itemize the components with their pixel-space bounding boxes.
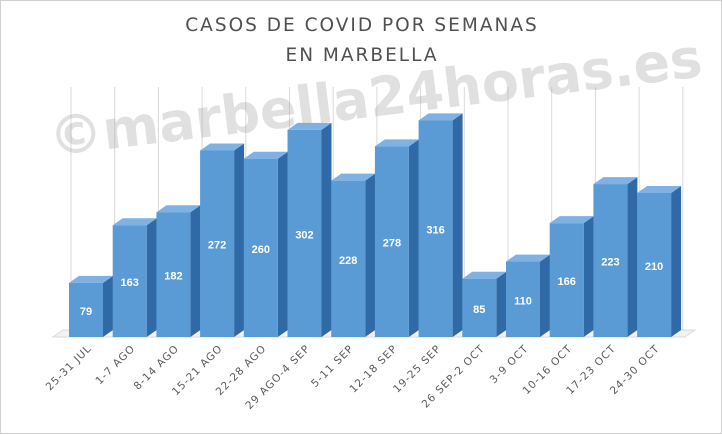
bar-front bbox=[331, 180, 366, 337]
bar-top bbox=[331, 173, 376, 181]
bar-top bbox=[637, 186, 682, 193]
bar-8: 278 bbox=[374, 139, 419, 337]
bar-top bbox=[593, 177, 638, 185]
chart-title-line-2: EN MARBELLA bbox=[285, 45, 439, 66]
bar-front bbox=[243, 158, 278, 337]
data-label: 79 bbox=[80, 306, 92, 318]
bar-side bbox=[583, 216, 594, 337]
data-label: 316 bbox=[426, 225, 444, 237]
bar-side bbox=[627, 177, 638, 337]
chart-title-line-1: CASOS DE COVID POR SEMANAS bbox=[185, 15, 539, 36]
bar-front bbox=[112, 225, 147, 337]
bar-front bbox=[462, 278, 497, 337]
data-label: 166 bbox=[558, 276, 576, 288]
bar-front bbox=[418, 120, 453, 337]
bar-top bbox=[287, 122, 332, 130]
data-label: 228 bbox=[339, 255, 357, 267]
data-label: 260 bbox=[252, 244, 270, 256]
data-label: 223 bbox=[601, 257, 619, 269]
bar-side bbox=[146, 218, 157, 337]
bar-top bbox=[112, 218, 157, 226]
bar-side bbox=[234, 143, 245, 337]
x-tick-label: 1-7 AGO bbox=[93, 343, 137, 387]
data-label: 110 bbox=[514, 295, 532, 307]
bar-10: 85 bbox=[462, 271, 507, 337]
bar-side bbox=[452, 113, 463, 337]
bar-top bbox=[156, 205, 201, 213]
data-label: 278 bbox=[383, 238, 401, 250]
x-tick-label: 5-11 SEP bbox=[309, 343, 356, 390]
bar-top bbox=[374, 139, 419, 147]
bar-front bbox=[593, 184, 628, 337]
bar-11: 110 bbox=[506, 254, 550, 337]
bar-side bbox=[365, 173, 376, 337]
bar-6: 302 bbox=[287, 122, 332, 338]
bar-top bbox=[418, 113, 463, 121]
bar-7: 228 bbox=[331, 173, 376, 337]
bar-14: 210 bbox=[637, 186, 682, 337]
bar-top bbox=[243, 151, 288, 159]
bar-top bbox=[549, 216, 594, 224]
data-label: 85 bbox=[473, 304, 485, 316]
bar-1: 79 bbox=[69, 275, 113, 337]
x-tick-label: 3-9 OCT bbox=[488, 343, 531, 386]
bar-top bbox=[506, 254, 550, 262]
bar-5: 260 bbox=[243, 151, 288, 337]
bar-side bbox=[190, 205, 201, 337]
bar-front bbox=[374, 146, 409, 337]
bar-2: 163 bbox=[112, 218, 157, 337]
bar-side bbox=[408, 139, 419, 337]
data-label: 163 bbox=[121, 277, 139, 289]
data-label: 182 bbox=[164, 271, 182, 283]
bar-front bbox=[69, 282, 103, 337]
bar-front bbox=[287, 129, 322, 337]
bar-front bbox=[506, 261, 540, 337]
bar-12: 166 bbox=[549, 216, 594, 337]
bar-front bbox=[156, 212, 191, 337]
data-label: 302 bbox=[295, 229, 313, 241]
bar-3: 182 bbox=[156, 205, 201, 337]
bar-side bbox=[103, 275, 113, 337]
bar-9: 316 bbox=[418, 113, 463, 337]
data-label: 210 bbox=[645, 261, 663, 273]
bar-top bbox=[462, 271, 507, 279]
bar-side bbox=[321, 122, 332, 338]
bar-front bbox=[549, 223, 584, 337]
bar-side bbox=[671, 186, 682, 337]
bar-13: 223 bbox=[593, 177, 638, 337]
x-tick-label: 25-31 JUL bbox=[44, 343, 95, 394]
bar-top bbox=[200, 143, 245, 151]
bar-side bbox=[277, 151, 288, 337]
data-label: 272 bbox=[208, 240, 226, 252]
bar-front bbox=[200, 150, 235, 337]
bar-front bbox=[637, 193, 672, 337]
bar-4: 272 bbox=[200, 143, 245, 337]
bar-side bbox=[496, 271, 507, 337]
bar-side bbox=[540, 254, 550, 337]
bar-top bbox=[69, 275, 113, 283]
